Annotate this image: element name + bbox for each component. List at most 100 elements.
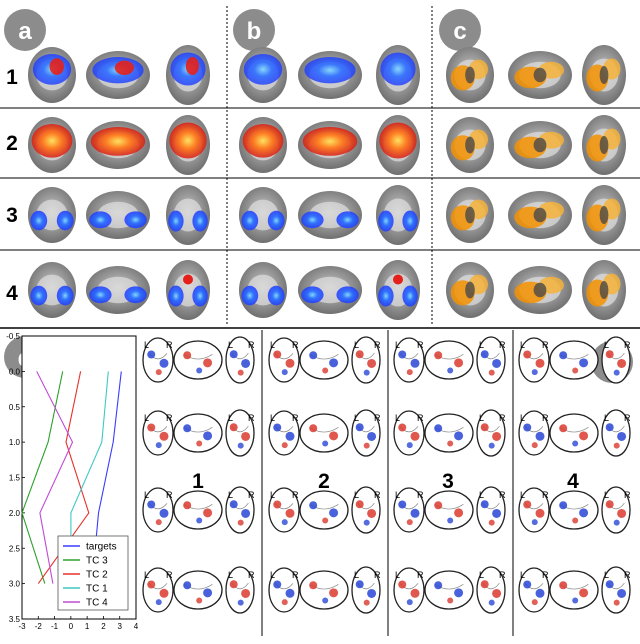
x-tick-label: 2 bbox=[101, 622, 106, 631]
hemisphere-right-label: R bbox=[624, 490, 631, 500]
hemisphere-left-label: L bbox=[395, 340, 400, 350]
brain-slice-p3-r1-v1 bbox=[446, 47, 494, 103]
brain-map-grid bbox=[28, 45, 626, 320]
x-tick-label: 4 bbox=[134, 622, 139, 631]
hemisphere-left-label: L bbox=[228, 490, 233, 500]
hemisphere-right-label: R bbox=[374, 490, 381, 500]
hemisphere-right-label: R bbox=[166, 413, 173, 423]
hemisphere-left-label: L bbox=[354, 490, 359, 500]
brain-slice-p3-r1-v2 bbox=[508, 51, 572, 99]
y-tick-label: 0.0 bbox=[9, 367, 21, 376]
y-tick-label: 3.5 bbox=[9, 615, 21, 624]
brain-slice-p1-r4-v2 bbox=[86, 266, 150, 314]
brain-slice-p1-r2-v1 bbox=[28, 117, 76, 173]
hemisphere-right-label: R bbox=[499, 570, 506, 580]
hemisphere-left-label: L bbox=[520, 490, 525, 500]
legend-entry: TC 3 bbox=[86, 556, 108, 567]
panel-badge-c: c bbox=[439, 9, 481, 51]
hemisphere-right-label: R bbox=[374, 570, 381, 580]
hemisphere-right-label: R bbox=[374, 413, 381, 423]
hemisphere-left-label: L bbox=[395, 413, 400, 423]
hemisphere-left-label: L bbox=[144, 340, 149, 350]
legend-entry: TC 1 bbox=[86, 584, 108, 595]
hemisphere-right-label: R bbox=[417, 490, 424, 500]
hemisphere-left-label: L bbox=[144, 570, 149, 580]
brain-slice-p3-r4-v1 bbox=[446, 262, 494, 318]
hemisphere-right-label: R bbox=[248, 340, 255, 350]
hemisphere-left-label: L bbox=[144, 490, 149, 500]
x-tick-label: 3 bbox=[117, 622, 122, 631]
y-tick-label: -0.5 bbox=[6, 332, 20, 341]
hemisphere-left-label: L bbox=[354, 340, 359, 350]
brain-slice-p3-r4-v3 bbox=[582, 260, 626, 320]
hemisphere-left-label: L bbox=[395, 490, 400, 500]
brain-slice-p2-r1-v3 bbox=[376, 45, 420, 105]
hemisphere-right-label: R bbox=[292, 490, 299, 500]
hemisphere-right-label: R bbox=[542, 413, 549, 423]
row-label-1: 1 bbox=[6, 66, 18, 89]
hemisphere-left-label: L bbox=[520, 570, 525, 580]
brain-slice-p3-r2-v1 bbox=[446, 117, 494, 173]
row-label-2: 2 bbox=[6, 132, 18, 155]
brain-slice-p2-r2-v2 bbox=[298, 121, 362, 169]
row-label-4: 4 bbox=[6, 282, 18, 305]
x-tick-label: 0 bbox=[69, 622, 74, 631]
hemisphere-left-label: L bbox=[270, 570, 275, 580]
hemisphere-left-label: L bbox=[520, 340, 525, 350]
hemisphere-left-label: L bbox=[479, 490, 484, 500]
hemisphere-right-label: R bbox=[292, 340, 299, 350]
hemisphere-right-label: R bbox=[248, 490, 255, 500]
brain-slice-p3-r3-v1 bbox=[446, 187, 494, 243]
y-tick-label: 0.5 bbox=[9, 403, 21, 412]
hemisphere-right-label: R bbox=[417, 570, 424, 580]
hemisphere-right-label: R bbox=[248, 570, 255, 580]
chart-legend: targets TC 3 TC 2 TC 1 TC 4 bbox=[57, 535, 129, 611]
panel-label-a: a bbox=[18, 18, 32, 45]
brain-slice-p2-r4-v2 bbox=[298, 266, 362, 314]
brain-slice-p2-r4-v1 bbox=[239, 262, 287, 318]
brain-slice-p1-r3-v3 bbox=[166, 185, 210, 245]
hemisphere-left-label: L bbox=[270, 413, 275, 423]
hemisphere-left-label: L bbox=[604, 413, 609, 423]
brain-slice-p3-r2-v2 bbox=[508, 121, 572, 169]
hemisphere-right-label: R bbox=[248, 413, 255, 423]
hemisphere-left-label: L bbox=[270, 340, 275, 350]
hemisphere-left-label: L bbox=[228, 570, 233, 580]
hemisphere-right-label: R bbox=[542, 490, 549, 500]
brain-slice-p3-r1-v3 bbox=[582, 45, 626, 105]
brain-slice-p3-r4-v2 bbox=[508, 266, 572, 314]
x-tick-label: -3 bbox=[18, 622, 26, 631]
hemisphere-left-label: L bbox=[354, 413, 359, 423]
hemisphere-right-label: R bbox=[499, 490, 506, 500]
legend-entry: TC 2 bbox=[86, 570, 108, 581]
brain-slice-p1-r4-v3 bbox=[166, 260, 210, 320]
hemisphere-right-label: R bbox=[624, 570, 631, 580]
series-line-tc-4 bbox=[36, 371, 74, 584]
hemisphere-right-label: R bbox=[499, 413, 506, 423]
brain-slice-p1-r4-v1 bbox=[28, 262, 76, 318]
hemisphere-left-label: L bbox=[479, 413, 484, 423]
hemisphere-left-label: L bbox=[604, 340, 609, 350]
brain-slice-p2-r2-v3 bbox=[376, 115, 420, 175]
group-label-2: 2 bbox=[318, 470, 330, 493]
hemisphere-left-label: L bbox=[479, 570, 484, 580]
hemisphere-right-label: R bbox=[292, 413, 299, 423]
group-label-4: 4 bbox=[567, 470, 579, 493]
row-label-3: 3 bbox=[6, 204, 18, 227]
x-tick-label: -2 bbox=[35, 622, 43, 631]
x-tick-label: 1 bbox=[85, 622, 90, 631]
brain-slice-p2-r2-v1 bbox=[239, 117, 287, 173]
y-tick-label: 2.5 bbox=[9, 544, 21, 553]
glass-brain-grid-lines bbox=[261, 330, 514, 636]
